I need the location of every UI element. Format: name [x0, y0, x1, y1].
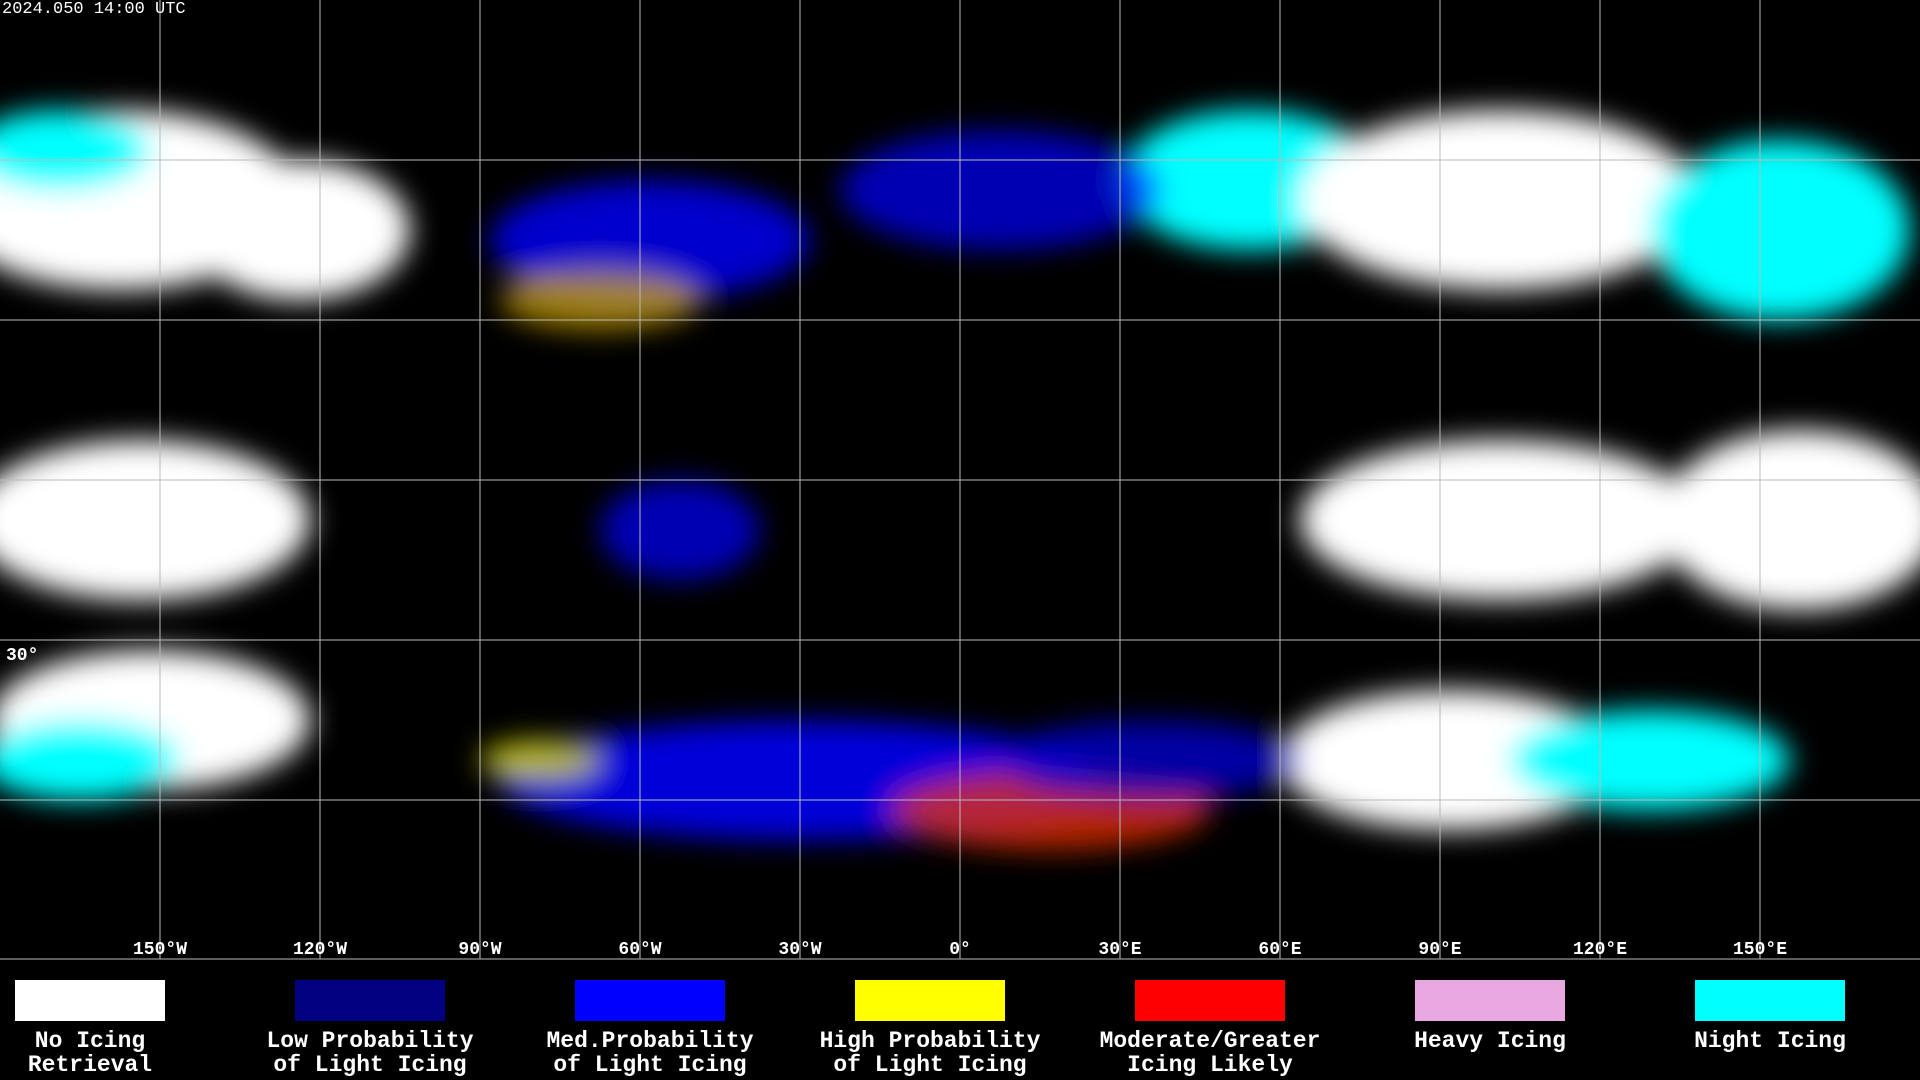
legend-swatch — [855, 980, 1005, 1021]
cloud — [1000, 720, 1300, 800]
legend-swatch — [1415, 980, 1565, 1021]
longitude-label: 60°E — [1258, 940, 1301, 960]
cloud — [480, 740, 600, 780]
legend-swatch — [1135, 980, 1285, 1021]
cloud — [0, 720, 180, 800]
cloud — [1300, 110, 1700, 290]
legend-label: of Light Icing — [833, 1052, 1026, 1078]
cloud — [190, 160, 410, 300]
cloud — [1300, 440, 1700, 600]
cloud — [1280, 690, 1620, 830]
cloud — [600, 480, 760, 580]
legend-label: of Light Icing — [273, 1052, 466, 1078]
cloud — [1660, 430, 1920, 610]
longitude-label: 60°W — [618, 940, 661, 960]
longitude-label: 90°W — [458, 940, 501, 960]
legend-label: Heavy Icing — [1414, 1028, 1566, 1054]
legend-swatch — [15, 980, 165, 1021]
legend-label: Low Probability — [266, 1028, 473, 1054]
legend-label: Retrieval — [28, 1052, 152, 1078]
legend-label: of Light Icing — [553, 1052, 746, 1078]
legend-label: Night Icing — [1694, 1028, 1846, 1054]
legend-label: Med.Probability — [546, 1028, 753, 1054]
cloud — [500, 270, 700, 330]
latitude-label: 30° — [6, 646, 38, 666]
longitude-label: 150°E — [1733, 940, 1787, 960]
cloud — [0, 110, 150, 190]
legend-label: High Probability — [820, 1028, 1041, 1054]
legend-label: No Icing — [35, 1028, 145, 1054]
longitude-label: 120°W — [293, 940, 347, 960]
longitude-label: 150°W — [133, 940, 187, 960]
legend-label: Icing Likely — [1127, 1052, 1293, 1078]
longitude-label: 0° — [949, 940, 971, 960]
legend-swatch — [1695, 980, 1845, 1021]
cloud — [840, 130, 1160, 250]
timestamp: 2024.050 14:00 UTC — [2, 0, 186, 19]
legend-swatch — [575, 980, 725, 1021]
longitude-label: 30°E — [1098, 940, 1141, 960]
longitude-label: 120°E — [1573, 940, 1627, 960]
cloud — [1510, 710, 1790, 810]
legend-swatch — [295, 980, 445, 1021]
legend-label: Moderate/Greater — [1100, 1028, 1321, 1054]
cloud — [490, 180, 810, 300]
graticule: 150°W 120°W 90°W 60°W 30°W 0° 30°E 60°E 90°E 120°… — [0, 0, 1920, 960]
longitude-label: 30°W — [778, 940, 821, 960]
cloud — [1650, 140, 1910, 320]
longitude-label: 90°E — [1418, 940, 1461, 960]
